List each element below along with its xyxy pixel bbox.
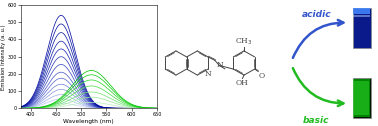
Bar [353, 8, 370, 14]
Bar [353, 79, 370, 117]
Text: N: N [216, 61, 223, 69]
Text: basic: basic [303, 116, 330, 125]
Text: OH: OH [236, 79, 249, 87]
FancyArrowPatch shape [293, 68, 343, 106]
Bar [353, 15, 370, 17]
Bar [353, 78, 371, 118]
Text: CH$_3$: CH$_3$ [235, 36, 253, 47]
Text: acidic: acidic [302, 10, 331, 19]
FancyArrowPatch shape [293, 20, 343, 58]
Text: N: N [205, 70, 211, 78]
Y-axis label: Emission Intensity (a. u.): Emission Intensity (a. u.) [1, 24, 6, 89]
Text: O: O [258, 72, 264, 80]
Bar [353, 8, 371, 48]
X-axis label: Wavelength (nm): Wavelength (nm) [64, 119, 114, 124]
Bar [355, 81, 369, 115]
